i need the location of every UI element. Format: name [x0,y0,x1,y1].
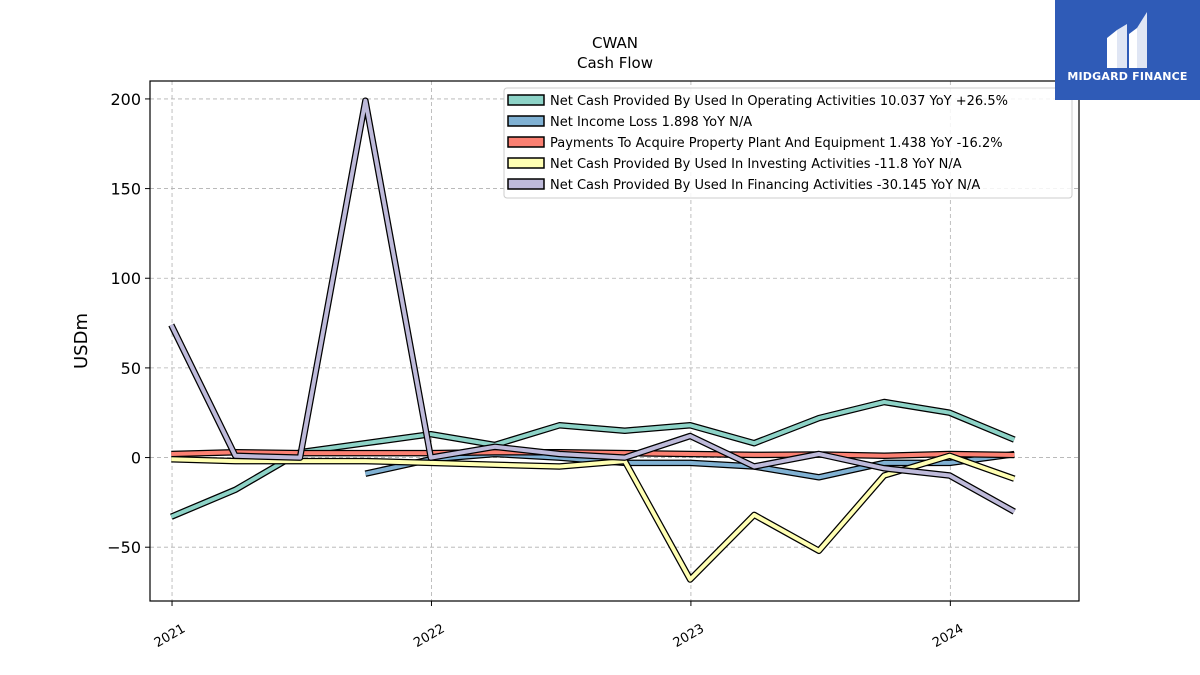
legend-swatch [507,178,545,190]
series-line [169,98,1016,514]
chart-subtitle: Cash Flow [577,54,653,72]
x-tick-label: 2022 [411,621,447,651]
chart-title: CWAN [592,34,638,52]
y-tick-label: −50 [107,538,141,557]
y-tick-label: 200 [110,90,141,109]
legend-swatch [507,157,545,169]
legend-label: Net Income Loss 1.898 YoY N/A [550,115,752,130]
plot-frame [149,80,1080,602]
series-5 [168,97,1016,515]
brand-logo: MIDGARD FINANCE [1055,0,1200,100]
brand-name: MIDGARD FINANCE [1067,70,1188,83]
legend-swatch [507,94,545,106]
legend-label: Payments To Acquire Property Plant And E… [550,136,1003,151]
x-tick-label: 2023 [671,621,707,651]
legend-label: Net Cash Provided By Used In Financing A… [550,178,980,193]
legend-label: Net Cash Provided By Used In Investing A… [550,157,962,172]
y-tick-label: 150 [110,180,141,199]
x-tick-label: 2021 [152,621,188,651]
series-2 [364,450,1015,481]
midgard-logo-icon [1107,12,1147,68]
legend-label: Net Cash Provided By Used In Operating A… [550,94,1008,109]
series-line [171,453,1015,582]
series-4 [171,452,1016,583]
y-axis-label: USDm [71,313,92,369]
y-tick-label: 100 [110,269,141,288]
legend-swatch [507,115,545,127]
x-tick-label: 2024 [930,621,966,651]
y-tick-label: 50 [121,359,141,378]
legend-box [503,87,1073,199]
y-tick-label: 0 [131,449,141,468]
legend: Net Cash Provided By Used In Operating A… [503,87,1073,199]
series-line [364,452,1015,480]
legend-swatch [507,136,545,148]
